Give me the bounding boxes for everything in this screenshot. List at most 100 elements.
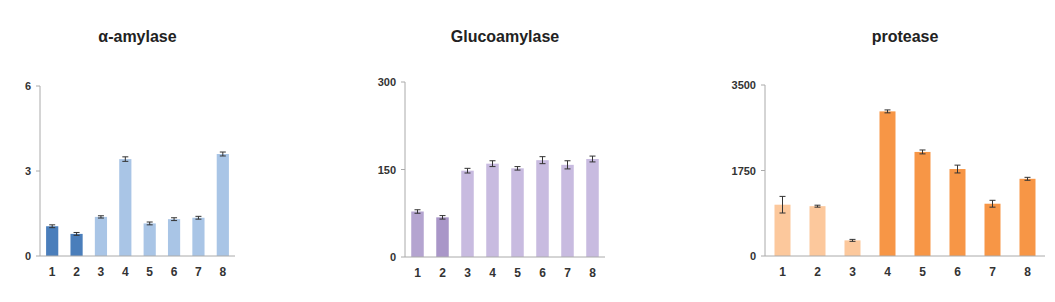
error-bar <box>415 210 421 214</box>
bar <box>561 165 574 257</box>
x-tick-label: 2 <box>439 266 446 280</box>
x-tick-label: 7 <box>989 265 996 279</box>
error-bar <box>990 200 996 207</box>
x-axis <box>765 256 1045 257</box>
error-bar <box>490 161 496 167</box>
x-tick-label: 8 <box>219 265 226 279</box>
bar <box>1020 179 1036 256</box>
y-tick-label: 0 <box>25 250 31 262</box>
error-bar <box>147 222 153 225</box>
error-bar <box>565 161 571 169</box>
y-tick-label: 3 <box>25 165 31 177</box>
bars <box>411 156 599 257</box>
error-bar <box>920 150 926 154</box>
x-axis <box>40 256 235 257</box>
x-tick-label: 4 <box>122 265 129 279</box>
x-tick-label: 1 <box>779 265 786 279</box>
y-tick <box>36 256 40 257</box>
bar <box>436 217 449 257</box>
y-tick-label: 0 <box>390 251 396 263</box>
y-tick <box>761 256 765 257</box>
bar <box>411 212 424 258</box>
x-tick-label: 2 <box>814 265 821 279</box>
chart-title: Glucoamylase <box>451 28 560 45</box>
x-tick-label: 3 <box>464 266 471 280</box>
bar <box>511 168 524 257</box>
x-tick-label: 5 <box>919 265 926 279</box>
bar <box>70 234 82 256</box>
bar <box>586 159 599 257</box>
error-bar <box>49 225 55 228</box>
error-bar <box>440 216 446 220</box>
x-tick-label: 3 <box>849 265 856 279</box>
y-tick <box>401 257 405 258</box>
error-bar <box>171 218 177 221</box>
x-tick-label: 2 <box>73 265 80 279</box>
x-tick-label: 8 <box>589 266 596 280</box>
bar <box>144 223 156 256</box>
x-tick-label: 7 <box>195 265 202 279</box>
x-tick-label: 5 <box>146 265 153 279</box>
error-bar <box>540 157 546 164</box>
error-bar <box>220 152 226 156</box>
y-tick-label: 6 <box>25 80 31 92</box>
bar <box>95 217 107 256</box>
chart-panel: Glucoamylase 0 150 300 1 2 3 4 5 6 7 8 <box>378 28 605 280</box>
error-bar <box>515 167 521 171</box>
error-bar <box>955 165 961 173</box>
bar <box>217 154 229 256</box>
bar <box>461 171 474 257</box>
bar <box>985 204 1001 256</box>
error-bar <box>74 232 80 235</box>
y-tick-label: 150 <box>378 164 396 176</box>
x-tick-label: 3 <box>98 265 105 279</box>
y-tick-label: 1750 <box>732 165 756 177</box>
chart-title: α-amylase <box>98 28 176 45</box>
bar <box>880 111 896 256</box>
y-tick <box>401 169 405 170</box>
bars <box>46 152 229 256</box>
x-tick-label: 6 <box>954 265 961 279</box>
bar <box>536 160 549 257</box>
x-tick-label: 5 <box>514 266 521 280</box>
bar <box>46 226 58 256</box>
bar <box>845 240 861 256</box>
x-tick-label: 6 <box>539 266 546 280</box>
y-tick <box>761 85 765 86</box>
y-tick-label: 3500 <box>732 79 756 91</box>
x-tick-label: 4 <box>884 265 891 279</box>
bars <box>775 110 1036 256</box>
y-tick <box>36 171 40 172</box>
bar <box>950 169 966 256</box>
error-bar <box>98 216 104 218</box>
y-tick <box>36 86 40 87</box>
x-axis <box>405 257 605 258</box>
chart-title: protease <box>872 28 939 45</box>
x-tick-label: 1 <box>49 265 56 279</box>
y-tick <box>761 170 765 171</box>
error-bar <box>850 239 856 241</box>
error-bar <box>465 168 471 173</box>
x-tick-label: 7 <box>564 266 571 280</box>
error-bar <box>885 110 891 113</box>
error-bar <box>815 205 821 207</box>
error-bar <box>1025 177 1031 180</box>
y-tick-label: 300 <box>378 76 396 88</box>
bar <box>486 164 499 257</box>
error-bar <box>195 216 201 219</box>
error-bar <box>122 157 128 162</box>
error-bar <box>780 196 786 213</box>
chart-canvas: α-amylase03612345678Glucoamylase01503001… <box>0 0 1055 302</box>
x-tick-label: 8 <box>1024 265 1031 279</box>
bar <box>119 159 131 256</box>
bar <box>915 152 931 256</box>
x-tick-label: 1 <box>414 266 421 280</box>
bar <box>810 206 826 256</box>
x-tick-label: 4 <box>489 266 496 280</box>
chart-panel: α-amylase 0 3 6 1 2 3 4 5 6 7 8 <box>25 28 235 279</box>
error-bar <box>590 156 596 162</box>
chart-panel: protease 0 1750 3500 1 2 3 4 5 6 7 8 <box>732 28 1045 279</box>
x-tick-label: 6 <box>171 265 178 279</box>
bar <box>192 218 204 256</box>
y-tick-label: 0 <box>750 250 756 262</box>
